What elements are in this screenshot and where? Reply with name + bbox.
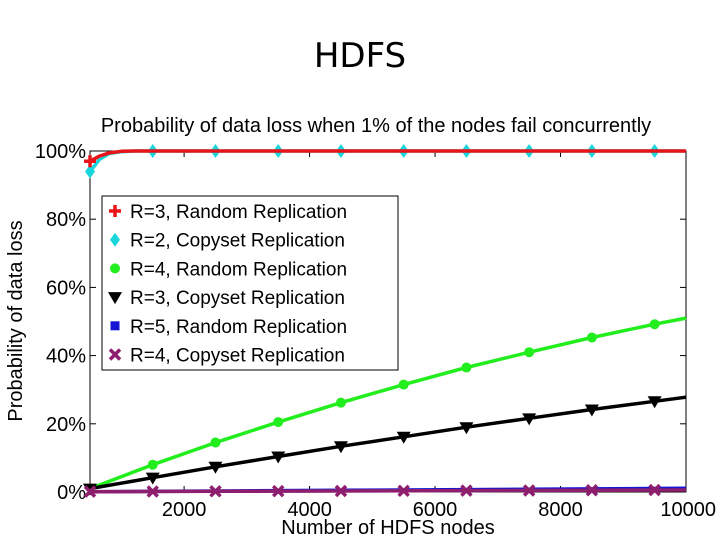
series-marker	[397, 484, 410, 498]
legend: R=3, Random Replication R=2, Copyset Repl…	[101, 195, 399, 371]
legend-label: R=2, Copyset Replication	[130, 231, 345, 252]
y-axis: 0% 20% 40% 60% 80% 100%	[35, 141, 686, 504]
series-marker	[584, 404, 599, 417]
legend-label: R=4, Copyset Replication	[130, 346, 345, 367]
series-marker	[271, 451, 286, 464]
y-tick-label: 20%	[46, 414, 86, 436]
series-marker	[459, 422, 474, 435]
series-marker	[333, 441, 348, 454]
series-marker	[461, 362, 472, 373]
y-tick-label: 40%	[46, 346, 86, 368]
y-axis-label: Probability of data loss	[5, 220, 27, 421]
series-line	[89, 149, 686, 163]
legend-marker	[108, 292, 122, 305]
series-marker	[83, 485, 97, 498]
legend-marker	[110, 321, 120, 331]
series-marker	[145, 472, 160, 485]
series-marker	[146, 485, 159, 498]
x-axis: 2000 4000 6000 8000 10000	[162, 151, 716, 521]
series-1	[84, 149, 686, 168]
series-marker	[522, 484, 536, 497]
series-6	[83, 483, 687, 498]
series-marker	[396, 431, 411, 444]
y-tick-label: 80%	[46, 209, 86, 231]
series-marker	[648, 483, 661, 497]
legend-box	[101, 195, 399, 371]
series-layer	[83, 144, 687, 498]
series-marker	[273, 417, 284, 428]
series-line	[89, 488, 687, 494]
series-marker	[398, 379, 409, 390]
series-marker	[585, 484, 599, 497]
series-3	[89, 316, 687, 491]
chart-title: Probability of data loss when 1% of the …	[101, 115, 651, 137]
series-marker	[84, 155, 96, 168]
y-tick-label: 60%	[46, 277, 86, 299]
legend-marker	[109, 205, 121, 217]
series-marker	[209, 485, 222, 498]
series-marker	[586, 332, 597, 343]
x-tick-label: 10000	[660, 499, 716, 521]
legend-marker	[110, 263, 120, 274]
legend-label: R=3, Random Replication	[130, 202, 347, 223]
series-marker	[208, 461, 223, 474]
series-marker	[522, 413, 537, 426]
series-marker	[460, 484, 473, 497]
series-marker	[335, 397, 346, 408]
slide-title: HDFS	[313, 36, 407, 76]
series-marker	[271, 484, 285, 498]
legend-label: R=4, Random Replication	[130, 259, 347, 280]
series-marker	[334, 484, 348, 498]
y-tick-label: 100%	[35, 141, 86, 163]
legend-label: R=3, Copyset Replication	[130, 288, 345, 309]
legend-label: R=5, Random Replication	[130, 317, 347, 338]
series-marker	[147, 459, 158, 470]
x-tick-label: 4000	[287, 499, 332, 521]
series-marker	[524, 347, 535, 358]
series-marker	[85, 164, 95, 179]
series-marker	[210, 437, 221, 448]
series-marker	[647, 396, 662, 409]
y-tick-label: 0%	[57, 482, 86, 504]
legend-marker	[108, 348, 122, 361]
series-marker	[649, 319, 660, 330]
x-tick-label: 6000	[413, 499, 458, 521]
x-tick-label: 8000	[538, 499, 583, 521]
x-tick-label: 2000	[162, 499, 207, 521]
x-axis-label: Number of HDFS nodes	[281, 517, 494, 539]
legend-marker	[110, 232, 120, 247]
